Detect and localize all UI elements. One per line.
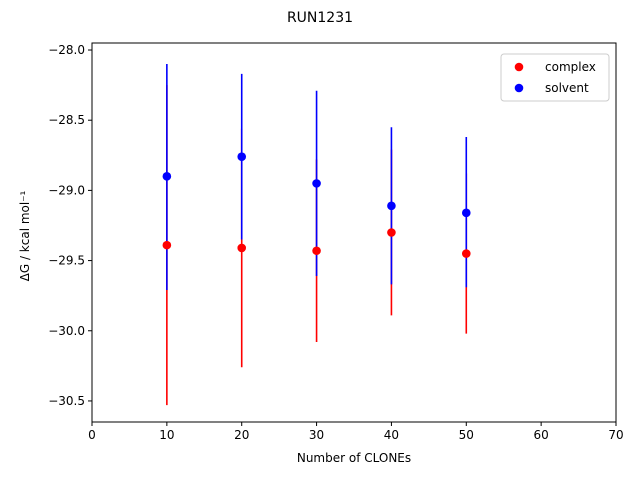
legend-marker-complex xyxy=(514,62,524,72)
plot-area xyxy=(162,64,471,406)
solvent-point xyxy=(237,152,247,161)
solvent-point xyxy=(461,208,471,218)
legend-box xyxy=(500,53,610,102)
x-tick-label: 0 xyxy=(88,428,96,442)
y-tick-label: −28.0 xyxy=(48,43,85,57)
solvent-point xyxy=(387,201,396,211)
complex-point xyxy=(237,243,247,253)
x-tick-label: 40 xyxy=(384,428,399,442)
y-tick-label: −29.5 xyxy=(48,254,85,268)
x-tick-label: 50 xyxy=(459,428,474,442)
x-tick-label: 60 xyxy=(534,428,549,442)
complex-point xyxy=(162,240,172,250)
y-tick-label: −29.0 xyxy=(48,183,85,197)
x-tick-label: 10 xyxy=(159,428,174,442)
y-tick-label: −28.5 xyxy=(48,113,85,127)
x-axis-label: Number of CLONEs xyxy=(297,451,411,465)
chart-title: RUN1231 xyxy=(287,10,353,26)
legend: complex solvent xyxy=(500,53,610,102)
legend-marker-solvent xyxy=(514,83,524,93)
solvent-point xyxy=(162,172,172,181)
complex-point xyxy=(387,228,396,237)
axes-frame xyxy=(91,42,617,423)
x-tick-label: 30 xyxy=(309,428,324,442)
axes: 0 10 20 30 40 50 60 70 −28.0 −28.5 −29.0 −29.5 −30.0… xyxy=(48,42,624,442)
complex-point xyxy=(312,246,321,256)
complex-point xyxy=(461,249,471,258)
solvent-point xyxy=(312,179,321,188)
legend-label-solvent: solvent xyxy=(545,81,589,95)
x-tick-label: 70 xyxy=(608,428,623,442)
y-axis-label: ΔG / kcal mol⁻¹ xyxy=(18,190,32,281)
x-tick-label: 20 xyxy=(234,428,249,442)
legend-label-complex: complex xyxy=(545,60,596,74)
y-tick-label: −30.5 xyxy=(48,394,85,408)
y-tick-label: −30.0 xyxy=(48,324,85,338)
